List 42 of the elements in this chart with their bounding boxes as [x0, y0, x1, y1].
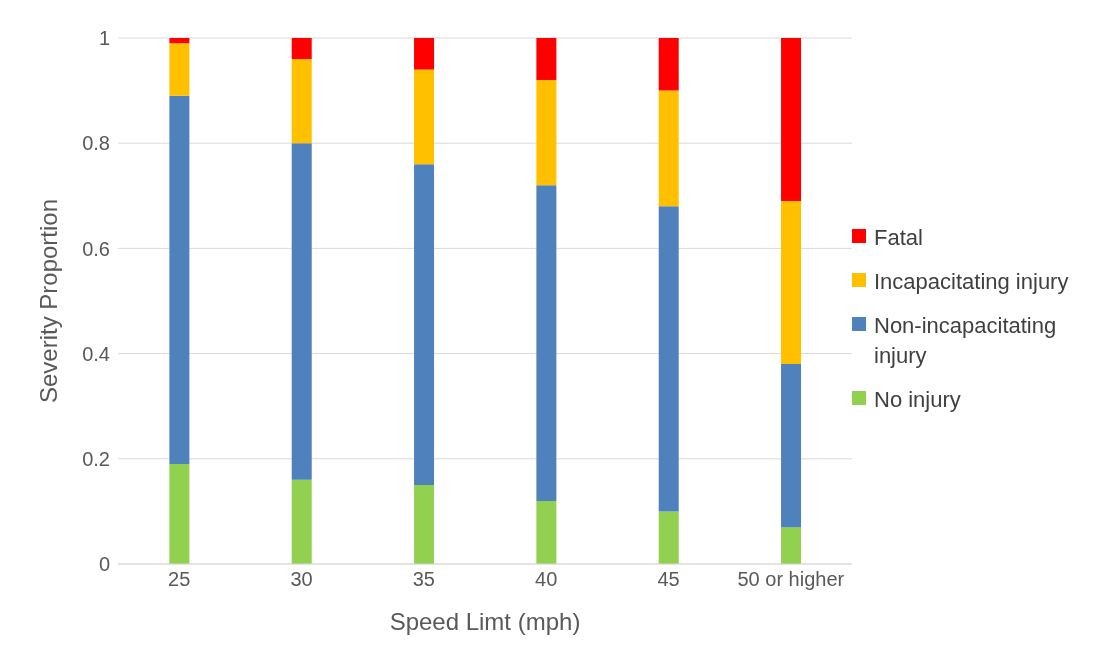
bar [291, 59, 312, 144]
bar [291, 143, 312, 480]
legend-label: Incapacitating injury [874, 268, 1069, 296]
x-tick-label: 25 [168, 568, 191, 591]
y-tick-label: 0.4 [82, 342, 110, 365]
bar [414, 485, 435, 564]
legend-label: Non-incapacitating injury [874, 312, 1058, 370]
bar [169, 43, 190, 96]
x-tick-label: 45 [657, 568, 680, 591]
y-tick-label: 0.2 [82, 447, 110, 470]
y-tick-label: 0.6 [82, 237, 110, 260]
bar [658, 90, 679, 207]
y-axis-title: Severity Proportion [34, 198, 62, 404]
legend-label: No injury [874, 386, 961, 414]
bar [536, 185, 557, 501]
bar [414, 69, 435, 165]
bar [169, 38, 190, 44]
x-tick-label: 35 [412, 568, 435, 591]
x-tick-label: 30 [290, 568, 313, 591]
legend-label: Fatal [874, 224, 923, 252]
bar [414, 38, 435, 70]
bar [781, 38, 802, 202]
bar [658, 38, 679, 91]
bar [781, 201, 802, 365]
bar [169, 464, 190, 564]
bar [169, 95, 190, 465]
bar [536, 80, 557, 186]
y-tick-label: 0.8 [82, 132, 110, 155]
bar [658, 206, 679, 512]
y-tick-label: 0 [98, 553, 110, 576]
bar [291, 479, 312, 564]
bar [781, 364, 802, 528]
bar [658, 511, 679, 564]
x-tick-label: 50 or higher [737, 568, 845, 591]
y-tick-label: 1 [98, 27, 110, 50]
bar [536, 38, 557, 81]
bar [291, 38, 312, 60]
x-tick-label: 40 [535, 568, 558, 591]
bar [536, 500, 557, 564]
x-axis-title: Speed Limt (mph) [389, 608, 581, 635]
bar [414, 164, 435, 486]
bar [781, 527, 802, 564]
